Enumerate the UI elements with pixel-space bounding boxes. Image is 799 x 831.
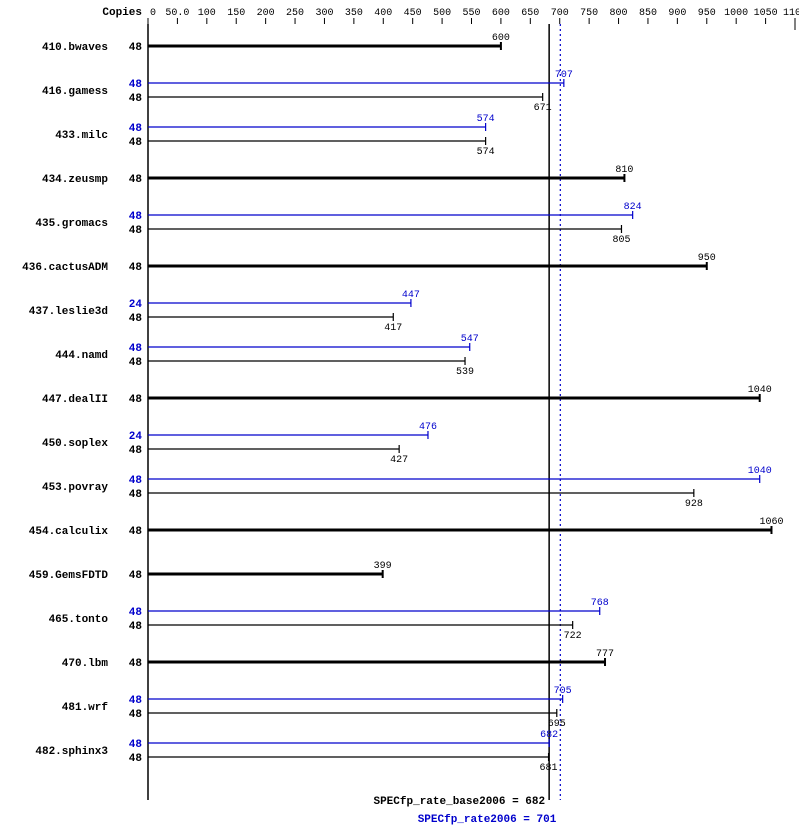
- benchmark-name: 444.namd: [55, 350, 108, 362]
- axis-tick-label: 600: [492, 8, 510, 19]
- base-copies: 48: [129, 394, 143, 406]
- benchmark-name: 453.povray: [42, 482, 108, 494]
- chart-background: [0, 0, 799, 831]
- spec-rate-chart: Copies 0 50.0 100 150 200 250 300 350 400 450 500 55…: [0, 0, 799, 831]
- benchmark-name: 450.soplex: [42, 438, 108, 450]
- axis-tick-label: 750: [580, 8, 598, 19]
- base-value-label: 539: [456, 367, 474, 378]
- base-value-label: 671: [534, 103, 552, 114]
- peak-copies: 48: [129, 607, 143, 619]
- peak-value-label: 1040: [748, 466, 772, 477]
- axis-tick-label: 1000: [724, 8, 748, 19]
- benchmark-name: 454.calculix: [29, 526, 109, 538]
- axis-tick-label: 150: [227, 8, 245, 19]
- base-copies: 48: [129, 621, 143, 633]
- benchmark-name: 433.milc: [55, 130, 108, 142]
- base-value-label: 1040: [748, 385, 772, 396]
- base-value-label: 681: [540, 763, 558, 774]
- peak-value-label: 824: [624, 202, 642, 213]
- base-copies: 48: [129, 357, 143, 369]
- axis-tick-label: 250: [286, 8, 304, 19]
- base-value-label: 399: [374, 561, 392, 572]
- ref-label-base: SPECfp_rate_base2006 = 682: [373, 796, 545, 808]
- base-copies: 48: [129, 570, 143, 582]
- benchmark-name: 465.tonto: [49, 614, 109, 626]
- peak-copies: 48: [129, 123, 143, 135]
- peak-value-label: 705: [554, 686, 572, 697]
- base-copies: 48: [129, 262, 143, 274]
- base-value-label: 695: [548, 719, 566, 730]
- peak-value-label: 707: [555, 70, 573, 81]
- benchmark-name: 436.cactusADM: [22, 262, 108, 274]
- peak-value-label: 547: [461, 334, 479, 345]
- base-copies: 48: [129, 93, 143, 105]
- copies-header: Copies: [102, 7, 142, 19]
- benchmark-name: 416.gamess: [42, 86, 108, 98]
- base-value-label: 810: [615, 165, 633, 176]
- peak-copies: 24: [129, 431, 143, 443]
- base-copies: 48: [129, 137, 143, 149]
- benchmark-name: 434.zeusmp: [42, 174, 108, 186]
- benchmark-name: 447.dealII: [42, 394, 108, 406]
- base-value-label: 950: [698, 253, 716, 264]
- peak-value-label: 682: [540, 730, 558, 741]
- base-copies: 48: [129, 313, 143, 325]
- axis-tick-label: 1100: [783, 8, 799, 19]
- base-copies: 48: [129, 42, 143, 54]
- benchmark-name: 435.gromacs: [35, 218, 108, 230]
- peak-copies: 48: [129, 475, 143, 487]
- peak-copies: 48: [129, 79, 143, 91]
- base-copies: 48: [129, 225, 143, 237]
- peak-value-label: 768: [591, 598, 609, 609]
- peak-copies: 48: [129, 739, 143, 751]
- axis-tick-label: 550: [462, 8, 480, 19]
- peak-copies: 24: [129, 299, 143, 311]
- axis-tick-label: 450: [404, 8, 422, 19]
- base-value-label: 417: [384, 323, 402, 334]
- base-copies: 48: [129, 445, 143, 457]
- benchmark-name: 482.sphinx3: [35, 746, 108, 758]
- benchmark-name: 410.bwaves: [42, 42, 108, 54]
- axis-tick-label: 50.0: [165, 8, 189, 19]
- benchmark-name: 459.GemsFDTD: [29, 570, 109, 582]
- base-value-label: 805: [612, 235, 630, 246]
- base-value-label: 1060: [759, 517, 783, 528]
- base-copies: 48: [129, 753, 143, 765]
- base-value-label: 427: [390, 455, 408, 466]
- peak-copies: 48: [129, 695, 143, 707]
- axis-tick-label: 650: [521, 8, 539, 19]
- peak-copies: 48: [129, 343, 143, 355]
- axis-tick-label: 1050: [754, 8, 778, 19]
- axis-tick-label: 700: [551, 8, 569, 19]
- axis-tick-label: 400: [374, 8, 392, 19]
- base-copies: 48: [129, 489, 143, 501]
- axis-tick-label: 100: [198, 8, 216, 19]
- peak-value-label: 574: [477, 114, 495, 125]
- base-copies: 48: [129, 658, 143, 670]
- axis-tick-label: 200: [257, 8, 275, 19]
- base-value-label: 777: [596, 649, 614, 660]
- axis-tick-label: 350: [345, 8, 363, 19]
- axis-tick-label: 850: [639, 8, 657, 19]
- base-value-label: 928: [685, 499, 703, 510]
- base-value-label: 574: [477, 147, 495, 158]
- base-copies: 48: [129, 526, 143, 538]
- axis-tick-label: 300: [315, 8, 333, 19]
- axis-tick-label: 950: [698, 8, 716, 19]
- benchmark-name: 437.leslie3d: [29, 306, 108, 318]
- axis-tick-label: 500: [433, 8, 451, 19]
- axis-tick-label: 900: [668, 8, 686, 19]
- base-value-label: 722: [564, 631, 582, 642]
- peak-copies: 48: [129, 211, 143, 223]
- benchmark-name: 470.lbm: [62, 658, 109, 670]
- benchmark-name: 481.wrf: [62, 702, 109, 714]
- base-copies: 48: [129, 174, 143, 186]
- peak-value-label: 447: [402, 290, 420, 301]
- peak-value-label: 476: [419, 422, 437, 433]
- axis-tick-label: 0: [150, 8, 156, 19]
- base-copies: 48: [129, 709, 143, 721]
- base-value-label: 600: [492, 33, 510, 44]
- axis-tick-label: 800: [610, 8, 628, 19]
- ref-label-peak: SPECfp_rate2006 = 701: [418, 814, 557, 826]
